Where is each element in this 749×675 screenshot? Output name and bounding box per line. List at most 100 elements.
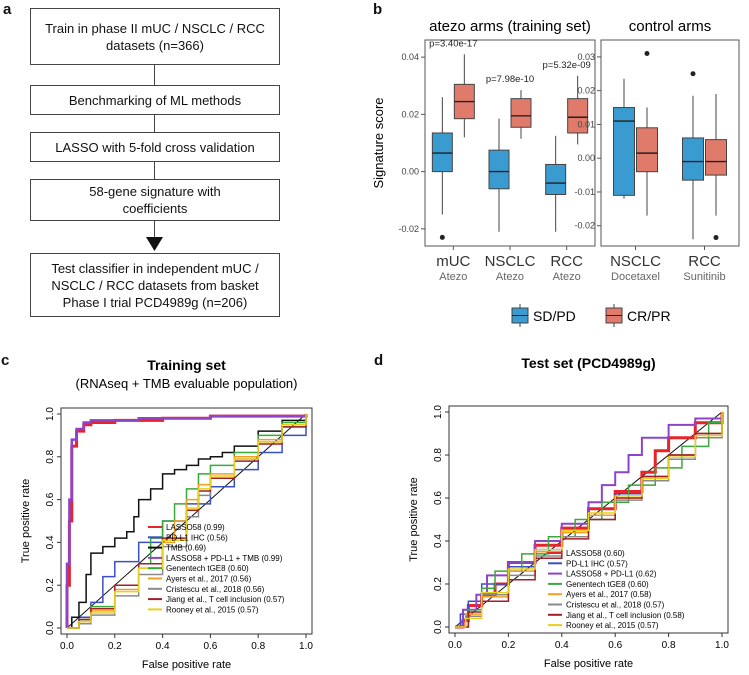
boxplot-title: control arms: [629, 18, 712, 35]
box-sd_pd: [545, 163, 567, 195]
y-tick-label: -0.01: [574, 187, 595, 197]
box-cr_pr: [636, 127, 658, 173]
y-tick-label: 1.0: [433, 405, 444, 419]
y-tick-label: 0.0: [45, 621, 56, 635]
legend-label: Cristescu et al., 2018 (0.57): [566, 601, 665, 610]
y-tick-label: -0.02: [398, 224, 419, 234]
flow-connector: [154, 162, 155, 179]
flow-step-benchmark: Benchmarking of ML methods: [30, 85, 280, 115]
p-value-label: p=5.32e-09: [542, 60, 590, 71]
roc-curve: [67, 414, 307, 629]
box-sd_pd: [682, 137, 704, 181]
roc-subtitle: (RNAseq + TMB evaluable population): [76, 376, 298, 391]
legend-label: TMB (0.69): [166, 544, 206, 553]
group-sublabel: Atezo: [496, 271, 524, 283]
box-sd_pd: [431, 132, 453, 173]
plot-frame: [60, 407, 313, 635]
x-tick-label: 0.4: [156, 641, 170, 652]
y-tick-label: 0.04: [401, 52, 419, 62]
group-sublabel: Docetaxel: [611, 271, 660, 283]
flow-step-train: Train in phase II mUC / NSCLC / RCC data…: [30, 8, 280, 65]
legend-label: LASSO58 + PD-L1 (0.62): [566, 570, 657, 579]
y-tick-label: 0.02: [401, 109, 419, 119]
legend-label: Ayers et al., 2017 (0.56): [166, 575, 252, 584]
outlier-sd_pd: [439, 234, 445, 240]
y-tick-label: 0.8: [433, 448, 444, 462]
x-tick-label: 0.0: [60, 641, 74, 652]
y-tick-label: 0.4: [45, 535, 56, 549]
y-tick-label: 0.2: [45, 578, 56, 592]
y-tick-label: 0.6: [45, 492, 56, 506]
x-tick-label: 0.8: [662, 640, 676, 651]
roc-curve: [455, 412, 724, 629]
panel-letter-a: a: [3, 1, 12, 18]
flow-step-lasso-text: LASSO with 5-fold cross validation: [55, 139, 255, 155]
panel-letter-c: c: [1, 352, 10, 369]
roc-curve: [67, 414, 307, 629]
roc-curve: [65, 414, 308, 628]
roc-curve: [67, 414, 307, 629]
diagonal-reference-line: [454, 411, 723, 628]
box-cr_pr: [705, 139, 727, 176]
flow-arrow-icon: [146, 237, 163, 251]
y-axis-label: Signature score: [371, 97, 386, 188]
x-axis-label: False positive rate: [142, 659, 231, 671]
y-tick-label: 0.02: [577, 86, 595, 96]
roc-train: Training set (RNAseq + TMB evaluable popu…: [20, 357, 313, 671]
p-value-label: p=3.40e-17: [429, 38, 477, 49]
flow-step-test: Test classifier in independent mUC / NSC…: [30, 253, 280, 317]
flow-step-test-text: Test classifier in independent mUC / NSC…: [51, 260, 259, 310]
legend-label: Rooney et al., 2015 (0.57): [166, 605, 259, 614]
roc-curve: [65, 414, 308, 628]
outlier-sd_pd: [690, 71, 696, 77]
roc-curve: [455, 412, 723, 628]
flow-connector: [154, 65, 155, 85]
plot-frame: [424, 39, 596, 247]
box-sd_pd: [613, 107, 635, 196]
x-tick-label: 0.0: [448, 640, 462, 651]
flow-step-train-text: Train in phase II mUC / NSCLC / RCC data…: [45, 20, 265, 53]
boxplot-figure: atezo arms (training set) -0.02 0.00 0.02 0.…: [371, 18, 740, 327]
y-tick-label: 1.0: [45, 407, 56, 421]
roc-curve: [455, 412, 723, 628]
roc-curve: [67, 414, 307, 629]
roc-curve: [67, 414, 307, 629]
roc-title: Test set (PCD4989g): [521, 355, 655, 371]
flow-step-lasso: LASSO with 5-fold cross validation: [30, 132, 280, 162]
plot-frame: [448, 405, 729, 634]
x-tick-label: 0.2: [108, 641, 122, 652]
panel-letter-b: b: [373, 1, 383, 18]
boxplot-title: atezo arms (training set): [429, 18, 591, 35]
roc-curve: [455, 412, 723, 628]
legend-label: Ayers et al., 2017 (0.58): [566, 590, 652, 599]
x-tick-label: 0.2: [501, 640, 515, 651]
legend-label: LASSO58 + PD-L1 + TMB (0.99): [166, 554, 283, 563]
roc-test: Test set (PCD4989g) 0.0 0.0 0.2 0.2 0.4 0.4 0.6…: [408, 355, 729, 670]
y-tick-label: 0.03: [577, 52, 595, 62]
y-tick-label: 0.01: [577, 119, 595, 129]
y-tick-label: 0.4: [433, 534, 444, 548]
group-sublabel: Atezo: [439, 271, 467, 283]
x-tick-label: 1.0: [715, 640, 729, 651]
outlier-cr_pr: [644, 51, 650, 57]
boxplot-legend: SD/PD CR/PR: [511, 304, 671, 327]
box-cr_pr: [567, 98, 589, 134]
legend-label: Jiang et al., T cell inclusion (0.58): [566, 611, 685, 620]
x-tick-label: 0.6: [608, 640, 622, 651]
y-tick-label: 0.00: [577, 153, 595, 163]
outlier-cr_pr: [713, 235, 719, 241]
x-tick-label: 0.4: [555, 640, 569, 651]
flow-step-signature-text: 58-gene signature with coefficients: [89, 184, 221, 216]
flow-connector: [154, 221, 155, 239]
y-tick-label: 0.2: [433, 577, 444, 591]
y-tick-label: 0.6: [433, 491, 444, 505]
roc-title: Training set: [147, 357, 226, 373]
flow-connector: [154, 115, 155, 132]
boxplot-atezo: atezo arms (training set) -0.02 0.00 0.02 0.…: [371, 18, 596, 283]
x-tick-label: 1.0: [299, 641, 313, 652]
group-label: RCC: [688, 253, 721, 270]
legend-label: Genentech tGE8 (0.60): [166, 564, 249, 573]
y-tick-label: 0.00: [401, 167, 419, 177]
group-label: RCC: [550, 253, 583, 270]
flow-step-signature: 58-gene signature with coefficients: [30, 179, 280, 221]
